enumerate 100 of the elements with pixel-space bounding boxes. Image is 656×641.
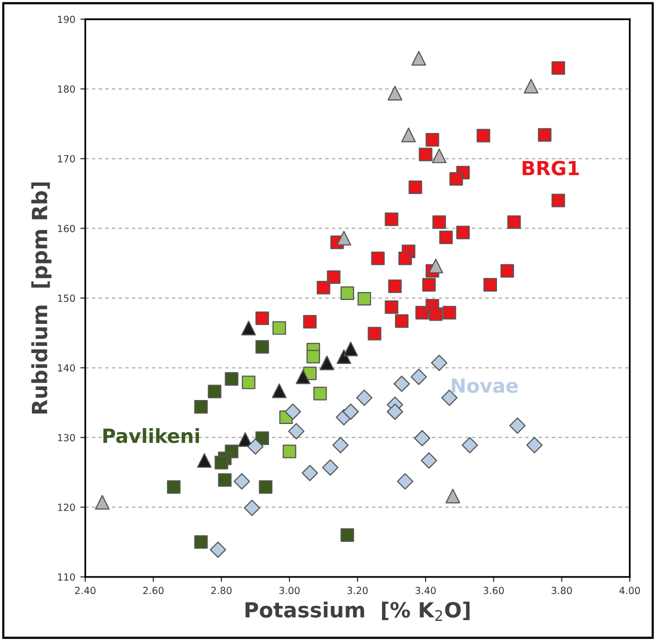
x-tick-label: 3.80: [552, 586, 572, 594]
point: [509, 417, 526, 434]
point: [255, 312, 269, 326]
point: [368, 326, 382, 340]
point: [272, 383, 287, 398]
point: [194, 535, 208, 549]
point: [322, 459, 338, 476]
point: [432, 148, 447, 164]
x-axis-title: Potassium [% K$_{2}$O]: [246, 602, 470, 621]
point: [449, 172, 463, 186]
point: [343, 342, 358, 356]
point: [384, 212, 398, 226]
point: [94, 494, 110, 510]
point: [241, 320, 256, 336]
point: [524, 78, 538, 94]
point: [303, 315, 317, 329]
point: [426, 133, 440, 147]
point: [394, 376, 410, 392]
point: [394, 314, 409, 328]
point: [386, 404, 404, 420]
point: [316, 280, 330, 294]
y-tick-label: 110: [58, 573, 75, 581]
point: [552, 194, 566, 208]
point: [388, 279, 402, 293]
point: [272, 321, 286, 335]
point: [282, 444, 296, 458]
point: [507, 215, 521, 229]
point: [445, 488, 460, 504]
point: [258, 480, 272, 494]
x-tick-label: 2.60: [143, 586, 164, 594]
series-label: BRG1: [522, 160, 579, 176]
point: [384, 300, 398, 314]
point: [500, 264, 514, 278]
x-tick-label: 2.40: [75, 586, 96, 594]
point: [313, 386, 327, 400]
point: [166, 480, 181, 494]
point: [476, 128, 490, 142]
point: [208, 384, 222, 398]
point: [218, 473, 232, 487]
point: [288, 423, 304, 440]
point: [302, 464, 318, 482]
x-tick-label: 3.00: [279, 586, 300, 594]
point: [432, 215, 446, 229]
point: [326, 270, 340, 284]
y-tick-label: 160: [58, 224, 75, 232]
y-axis-title: Rubidium [ppm Rb]: [31, 182, 52, 414]
point: [296, 370, 310, 384]
point: [439, 230, 453, 244]
y-tick-label: 120: [58, 504, 75, 512]
point: [462, 436, 478, 454]
point: [356, 390, 372, 406]
point: [247, 438, 264, 455]
point: [428, 258, 444, 274]
point: [410, 368, 427, 385]
point: [401, 128, 416, 142]
point: [358, 292, 372, 306]
point: [388, 86, 402, 100]
point: [238, 432, 253, 447]
point: [538, 128, 552, 142]
point: [244, 500, 260, 516]
point: [408, 180, 422, 194]
point: [442, 306, 456, 320]
point: [320, 356, 334, 370]
point: [371, 252, 385, 266]
x-tick-label: 3.60: [484, 586, 504, 594]
y-tick-label: 170: [58, 155, 75, 162]
series-label: Pavlikeni: [103, 428, 199, 444]
point: [224, 372, 238, 386]
point: [431, 354, 448, 372]
point: [340, 286, 354, 300]
point: [284, 404, 302, 420]
y-tick-label: 140: [58, 364, 75, 372]
point: [194, 400, 208, 414]
point: [234, 473, 250, 490]
point: [306, 350, 320, 364]
point: [255, 340, 269, 354]
point: [422, 278, 436, 292]
point: [429, 307, 443, 321]
series-label: Novae: [452, 378, 518, 393]
y-tick-label: 190: [58, 16, 75, 24]
x-tick-label: 4.00: [619, 586, 640, 594]
point: [397, 473, 414, 490]
point: [332, 436, 349, 454]
point: [398, 252, 412, 266]
point: [418, 148, 432, 162]
point: [342, 404, 359, 420]
point: [552, 61, 566, 75]
point: [340, 528, 354, 542]
point: [420, 452, 438, 469]
x-tick-label: 3.20: [347, 586, 368, 594]
x-tick-label: 3.40: [416, 586, 436, 594]
point: [414, 430, 430, 446]
point: [214, 456, 228, 470]
point: [242, 376, 256, 390]
point: [526, 436, 543, 454]
point: [411, 50, 426, 66]
y-tick-label: 150: [58, 294, 75, 302]
y-tick-label: 180: [58, 85, 75, 93]
point: [336, 230, 352, 246]
x-tick-label: 2.80: [211, 586, 232, 594]
